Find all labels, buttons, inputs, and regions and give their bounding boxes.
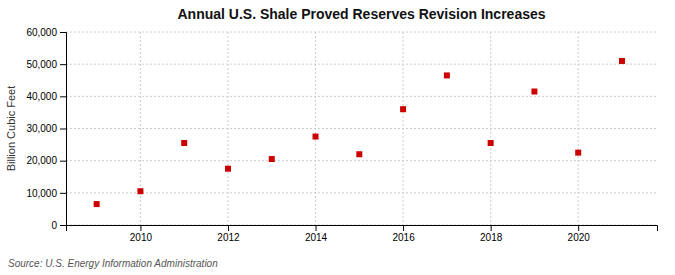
tick: 40,000 <box>26 91 66 102</box>
tick-label: 40,000 <box>26 91 57 102</box>
grid-line <box>66 32 657 33</box>
tick-label: 20,000 <box>26 155 57 166</box>
tick-mark <box>60 225 66 226</box>
chart: 2010 2012 2014 2016 2018 2020 0 10,000 20,000 30,… <box>0 0 675 275</box>
point <box>619 58 625 64</box>
point <box>356 151 362 157</box>
tick: 50,000 <box>26 59 66 70</box>
tick: 2020 <box>568 225 591 243</box>
grid-line <box>578 32 579 225</box>
tick-label: 10,000 <box>26 188 57 199</box>
tick-label: 2010 <box>130 232 153 243</box>
tick-mark <box>60 32 66 33</box>
annotation: Source: U.S. Energy Information Administ… <box>8 258 218 269</box>
tick: 2016 <box>392 225 415 243</box>
tick-label: 30,000 <box>26 123 57 134</box>
grid-line <box>403 32 404 225</box>
tick: 0 <box>51 220 66 231</box>
tick-label: 2016 <box>392 232 415 243</box>
tick: 2010 <box>130 225 153 243</box>
point <box>313 134 319 140</box>
tick-mark <box>140 225 141 231</box>
tick-mark <box>403 225 404 231</box>
y-axis-title: Billion Cubic Feet <box>5 86 17 172</box>
tick: 30,000 <box>26 123 66 134</box>
tick-mark <box>60 193 66 194</box>
point <box>531 89 537 95</box>
tick-mark <box>60 161 66 162</box>
grid-line <box>227 32 228 225</box>
tick: 2012 <box>217 225 240 243</box>
tick: 2018 <box>480 225 503 243</box>
tick-label: 2018 <box>480 232 503 243</box>
points <box>94 58 625 207</box>
axis-line <box>67 226 658 232</box>
y-axis: 0 10,000 20,000 30,000 40,000 50,000 60,000 <box>26 27 66 231</box>
tick: 60,000 <box>26 27 66 38</box>
grid-line <box>66 160 657 161</box>
grid-line <box>66 64 657 65</box>
point <box>444 72 450 78</box>
point <box>488 140 494 146</box>
point <box>269 156 275 162</box>
point <box>225 166 231 172</box>
tick-mark <box>60 129 66 130</box>
title: Annual U.S. Shale Proved Reserves Revisi… <box>177 6 545 22</box>
tick-mark <box>60 64 66 65</box>
grid-line <box>140 32 141 225</box>
grid <box>66 32 657 225</box>
tick: 2014 <box>305 225 328 243</box>
point <box>400 106 406 112</box>
tick-label: 0 <box>51 220 57 231</box>
grid-line <box>315 32 316 225</box>
tick-label: 2012 <box>217 232 240 243</box>
grid-line <box>66 96 657 97</box>
tick-mark <box>316 225 317 231</box>
tick-mark <box>578 225 579 231</box>
point <box>137 188 143 194</box>
tick-label: 2014 <box>305 232 328 243</box>
point <box>575 150 581 156</box>
point <box>94 201 100 207</box>
grid-line <box>490 32 491 225</box>
tick: 20,000 <box>26 155 66 166</box>
x-axis: 2010 2012 2014 2016 2018 2020 <box>67 225 658 243</box>
point <box>181 140 187 146</box>
tick-label: 2020 <box>568 232 591 243</box>
axis-line <box>60 33 67 226</box>
tick-label: 50,000 <box>26 59 57 70</box>
tick: 10,000 <box>26 188 66 199</box>
plot: 2010 2012 2014 2016 2018 2020 0 10,000 20,000 30,… <box>26 27 657 243</box>
tick-label: 60,000 <box>26 27 57 38</box>
tick-mark <box>491 225 492 231</box>
tick-mark <box>228 225 229 231</box>
grid-line <box>66 192 657 193</box>
grid-line <box>66 128 657 129</box>
tick-mark <box>60 96 66 97</box>
